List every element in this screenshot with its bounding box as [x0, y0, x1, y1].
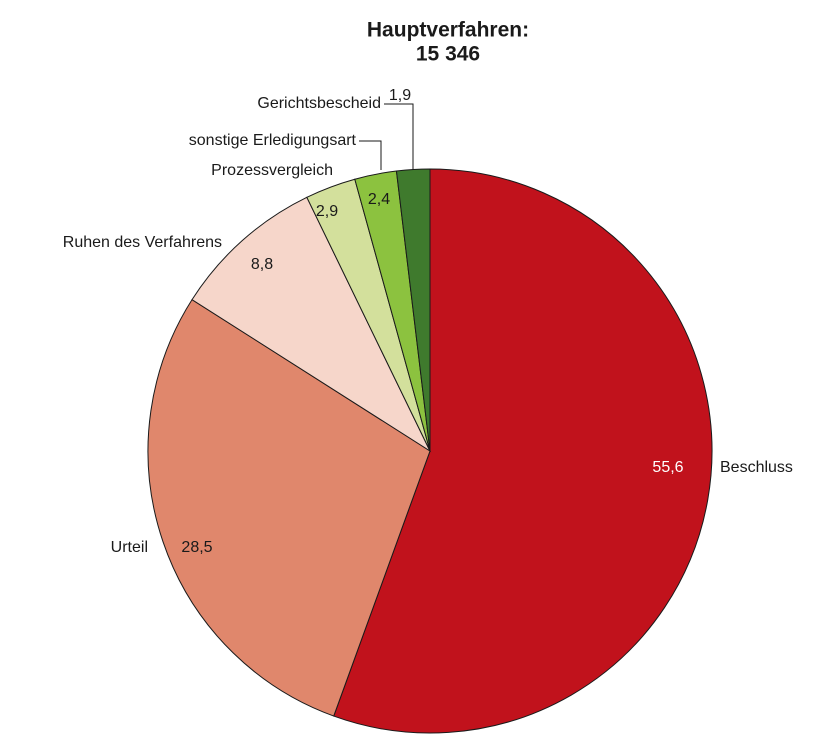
category-label: Beschluss [720, 459, 793, 476]
value-label: 28,5 [181, 539, 212, 556]
category-label: sonstige Erledigungsart [189, 132, 357, 149]
value-label: 1,9 [389, 87, 411, 104]
pie-slice [333, 168, 713, 734]
category-label: Prozessvergleich [211, 162, 333, 179]
chart-title: Hauptverfahren: [367, 19, 529, 42]
category-label: Urteil [111, 539, 148, 556]
chart-subtitle: 15 346 [416, 43, 480, 66]
leader-line [359, 140, 382, 170]
pie-slice [147, 298, 431, 717]
value-label: 2,9 [316, 203, 338, 220]
pie-slice [191, 196, 432, 453]
leader-line [384, 103, 414, 170]
category-label: Ruhen des Verfahrens [63, 234, 222, 251]
category-label: Gerichtsbescheid [257, 95, 381, 112]
value-label: 8,8 [251, 256, 273, 273]
pie-slice [395, 168, 431, 452]
value-label: 2,4 [368, 191, 390, 208]
value-label: 55,6 [652, 459, 683, 476]
